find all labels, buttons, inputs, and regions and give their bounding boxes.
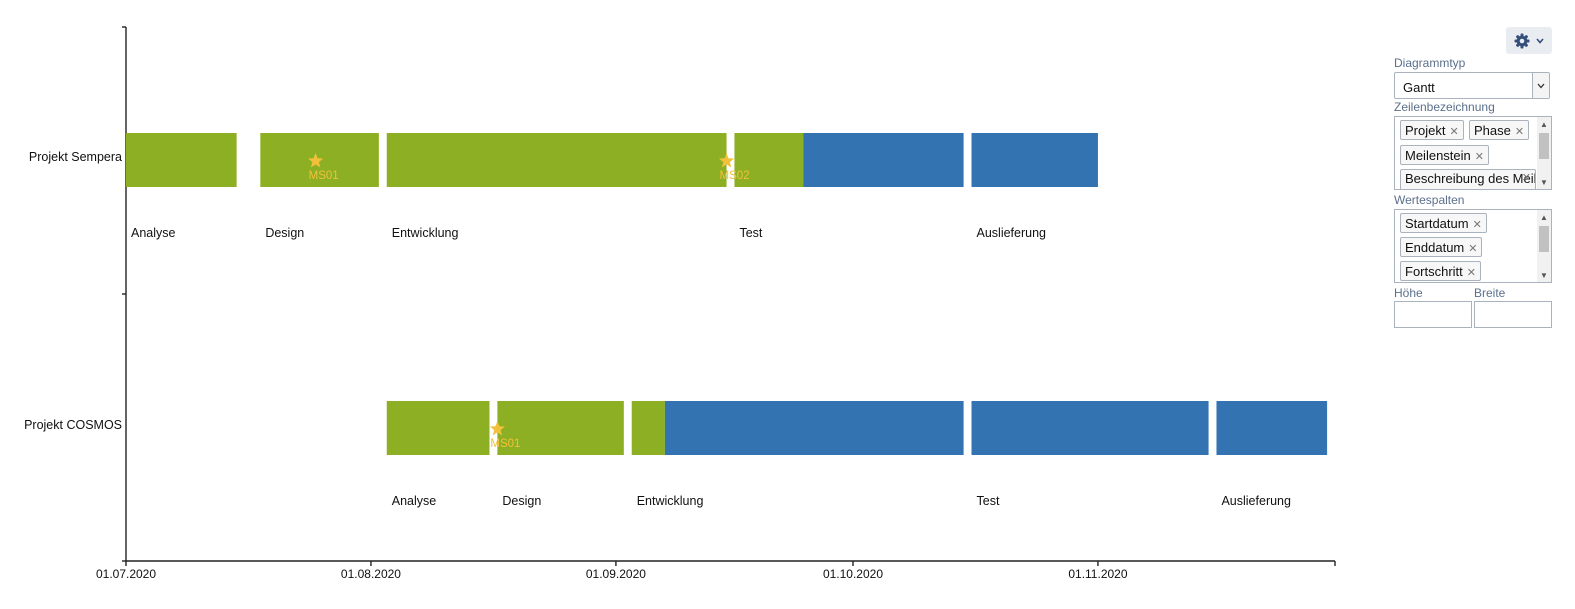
phase-bar-remaining — [971, 133, 1098, 187]
chevron-down-icon[interactable] — [1532, 73, 1549, 98]
phase-label: Auslieferung — [977, 226, 1047, 240]
height-label: Höhe — [1394, 286, 1423, 300]
remove-tag-icon[interactable]: ✕ — [1474, 151, 1484, 163]
phase-label: Design — [502, 494, 541, 508]
phase-label: Test — [977, 494, 1000, 508]
scroll-up-icon[interactable]: ▲ — [1540, 212, 1548, 222]
phase-bar-completed — [386, 401, 490, 455]
value-column-tag: Startdatum ✕ — [1400, 213, 1487, 233]
phase-bar-remaining — [1216, 401, 1328, 455]
remove-tag-icon[interactable]: ✕ — [1449, 126, 1459, 138]
x-tick-label: 01.10.2020 — [823, 567, 883, 581]
scroll-up-icon[interactable]: ▲ — [1540, 119, 1548, 129]
chart-type-value: Gantt — [1403, 80, 1435, 95]
chevron-down-icon — [1536, 37, 1544, 44]
remove-tag-icon[interactable]: ✕ — [1466, 267, 1477, 279]
value-column-tag: Enddatum ✕ — [1400, 237, 1483, 257]
x-tick-label: 01.07.2020 — [96, 567, 156, 581]
gantt-chart: 01.07.2020 01.08.2020 01.09.2020 01.10.2020… — [24, 26, 1336, 581]
row-label-tag: Projekt ✕ — [1400, 120, 1464, 140]
remove-tag-icon[interactable]: ✕ — [1514, 126, 1525, 138]
x-tick-label: 01.11.2020 — [1068, 567, 1127, 581]
phase-bar-completed — [386, 133, 727, 187]
milestone-label: MS01 — [309, 170, 339, 182]
scroll-thumb[interactable] — [1539, 133, 1549, 159]
phase-bar-completed — [126, 133, 237, 187]
x-tick-label: 01.09.2020 — [586, 567, 646, 581]
height-input[interactable] — [1394, 301, 1472, 328]
value-columns-multiselect[interactable]: Startdatum ✕ Enddatum ✕ Fortschritt ✕ ▲ ▼ — [1394, 209, 1552, 283]
phase-label: Design — [265, 226, 304, 240]
value-columns-scrollbar[interactable]: ▲ ▼ — [1537, 210, 1551, 282]
phase-bar-remaining — [803, 133, 964, 187]
phase-bar-remaining — [971, 401, 1209, 455]
x-tick-label: 01.08.2020 — [341, 567, 401, 581]
milestone-label: MS02 — [720, 170, 750, 182]
row-label: Projekt COSMOS — [24, 418, 122, 432]
row-label-tag: Beschreibung des Meilensteins✕ — [1400, 169, 1536, 189]
chart-settings-panel: Diagrammtyp Gantt Zeilenbezeichnung Proj… — [1394, 0, 1556, 330]
milestone-label: MS01 — [490, 438, 520, 450]
milestone-star-icon — [718, 153, 735, 168]
phase-bar-completed — [631, 401, 665, 455]
value-column-tag: Fortschritt ✕ — [1400, 261, 1482, 281]
row-label-scrollbar[interactable]: ▲ ▼ — [1537, 117, 1551, 189]
scroll-thumb[interactable] — [1539, 226, 1549, 252]
phase-label: Entwicklung — [392, 226, 459, 240]
gear-icon — [1514, 33, 1530, 49]
row-label-multiselect[interactable]: Projekt ✕ Phase ✕ Meilenstein ✕ Beschreibun… — [1394, 116, 1552, 190]
scroll-down-icon[interactable]: ▼ — [1540, 270, 1548, 280]
row-label-tag: Meilenstein ✕ — [1400, 145, 1489, 165]
settings-menu-button[interactable] — [1506, 27, 1552, 54]
value-columns-label: Wertespalten — [1394, 193, 1465, 207]
milestone-star-icon — [489, 421, 505, 436]
chart-type-label: Diagrammtyp — [1394, 56, 1466, 70]
phase-label: Test — [739, 226, 762, 240]
phase-label: Auslieferung — [1221, 494, 1291, 508]
milestone-star-icon — [308, 153, 324, 168]
phase-label: Entwicklung — [637, 494, 704, 508]
width-input[interactable] — [1474, 301, 1552, 328]
row-label-field-label: Zeilenbezeichnung — [1394, 100, 1495, 114]
remove-tag-icon[interactable]: ✕ — [1472, 219, 1482, 231]
remove-tag-icon[interactable]: ✕ — [1521, 172, 1531, 184]
phase-bar-completed — [734, 133, 804, 187]
phase-bar-completed — [497, 401, 624, 455]
phase-label: Analyse — [131, 226, 176, 240]
row-label: Projekt Sempera — [29, 150, 122, 164]
row-label-tag: Phase ✕ — [1469, 120, 1530, 140]
scroll-down-icon[interactable]: ▼ — [1540, 177, 1548, 187]
width-label: Breite — [1474, 286, 1506, 300]
remove-tag-icon[interactable]: ✕ — [1468, 243, 1478, 255]
phase-bar-remaining — [664, 401, 964, 455]
chart-type-select[interactable]: Gantt — [1394, 72, 1550, 99]
phase-label: Analyse — [392, 494, 437, 508]
